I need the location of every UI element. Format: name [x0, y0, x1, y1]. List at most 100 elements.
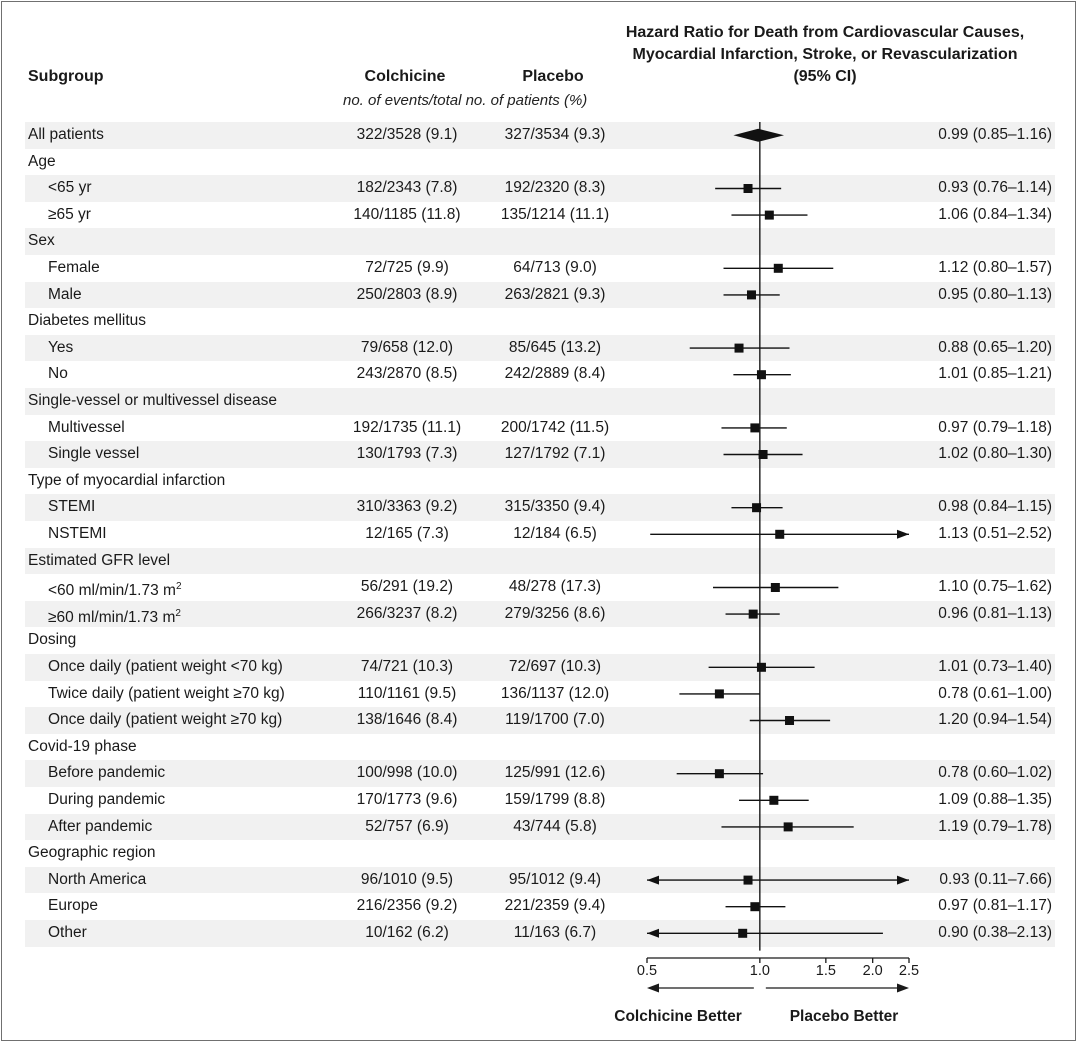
subgroup-label: Sex	[28, 232, 55, 250]
hazard-ratio-ci: 0.90 (0.38–2.13)	[938, 924, 1052, 941]
point-estimate	[756, 370, 766, 380]
subgroup-label: Other	[48, 924, 87, 941]
point-estimate	[750, 902, 760, 912]
colchicine-events: 216/2356 (9.2)	[356, 897, 458, 915]
placebo-events: 12/184 (6.5)	[513, 525, 597, 542]
colchicine-events: 100/998 (10.0)	[356, 764, 458, 782]
point-estimate	[738, 928, 748, 938]
placebo-events: 200/1742 (11.5)	[500, 418, 610, 436]
placebo-events: 127/1792 (7.1)	[504, 445, 606, 463]
colchicine-events: 72/725 (9.9)	[365, 259, 449, 276]
hazard-ratio-ci: 0.78 (0.61–1.00)	[938, 684, 1052, 702]
subgroup-label: Dosing	[28, 631, 77, 649]
superscript: 2	[175, 581, 182, 593]
subgroup-label: Europe	[48, 897, 98, 915]
colchicine-events: 310/3363 (9.2)	[356, 498, 458, 516]
colchicine-events: 74/721 (10.3)	[360, 658, 454, 675]
table-row: All patients 322/3528 (9.1) 327/3534 (9.3)…	[25, 122, 1055, 149]
units-subheader: no. of events/total no. of patients (%)	[343, 92, 588, 109]
colchicine-events: 79/658 (12.0)	[360, 338, 454, 356]
hazard-ratio-ci: 0.93 (0.76–1.14)	[938, 179, 1052, 197]
colchicine-events: 52/757 (6.9)	[365, 817, 449, 835]
point-estimate	[748, 609, 758, 619]
colchicine-events: 140/1185 (11.8)	[353, 205, 461, 223]
colchicine-events: 96/1010 (9.5)	[360, 870, 454, 888]
hazard-ratio-ci: 0.95 (0.80–1.13)	[938, 285, 1052, 303]
point-estimate	[783, 822, 793, 832]
placebo-events: 119/1700 (7.0)	[505, 711, 605, 729]
subgroup-header: Subgroup	[28, 68, 104, 85]
table-row: Other 10/162 (6.2) 11/163 (6.7) 0.90 (0.38–…	[25, 920, 1055, 947]
subgroup-label: <60 ml/min/1.73 m2	[48, 581, 182, 600]
placebo-events: 279/3256 (8.6)	[504, 604, 606, 622]
placebo-events: 242/2889 (8.4)	[504, 365, 606, 383]
placebo-events: 48/278 (17.3)	[508, 578, 602, 596]
placebo-events: 159/1799 (8.8)	[504, 791, 606, 808]
table-row: <65 yr 182/2343 (7.8) 192/2320 (8.3) 0.93 (…	[25, 175, 1055, 202]
subgroup-label: ≥60 ml/min/1.73 m2	[48, 607, 181, 626]
hazard-ratio-ci: 0.96 (0.81–1.13)	[938, 604, 1052, 622]
subgroup-label: Twice daily (patient weight ≥70 kg)	[48, 684, 285, 702]
point-estimate	[743, 184, 753, 193]
subgroup-label: NSTEMI	[48, 525, 107, 542]
overall-diamond	[733, 128, 784, 142]
ci-arrow-left	[647, 928, 659, 938]
hazard-ratio-ci: 1.20 (0.94–1.54)	[938, 711, 1052, 729]
ci-arrow-left	[647, 875, 659, 885]
plot-title-line: Myocardial Infarction, Stroke, or Revasc…	[632, 46, 1018, 63]
subgroup-label: ≥65 yr	[48, 205, 91, 223]
group-header-row: Age	[25, 148, 1055, 176]
hazard-ratio-ci: 1.13 (0.51–2.52)	[938, 525, 1052, 542]
table-row: ≥60 ml/min/1.73 m2 266/3237 (8.2) 279/3256…	[25, 600, 1055, 628]
subgroup-label: During pandemic	[48, 791, 166, 808]
hazard-ratio-ci: 1.01 (0.73–1.40)	[938, 658, 1052, 675]
hazard-ratio-ci: 1.06 (0.84–1.34)	[938, 205, 1052, 223]
point-estimate	[746, 290, 756, 300]
subgroup-label: Once daily (patient weight <70 kg)	[48, 658, 283, 675]
colchicine-events: 182/2343 (7.8)	[356, 179, 458, 197]
table-row: STEMI 310/3363 (9.2) 315/3350 (9.4) 0.98 (0…	[25, 494, 1055, 521]
plot-title: Hazard Ratio for Death from Cardiovascul…	[600, 22, 1050, 88]
placebo-events: 43/744 (5.8)	[513, 817, 597, 835]
subgroup-label: STEMI	[48, 498, 96, 516]
subgroup-label: Once daily (patient weight ≥70 kg)	[48, 711, 283, 729]
colchicine-events: 322/3528 (9.1)	[356, 126, 458, 143]
colchicine-events: 56/291 (19.2)	[360, 578, 454, 596]
placebo-events: 192/2320 (8.3)	[504, 179, 606, 197]
placebo-events: 135/1214 (11.1)	[500, 205, 610, 223]
colchicine-events: 250/2803 (8.9)	[356, 285, 458, 303]
colchicine-events: 192/1735 (11.1)	[352, 418, 462, 436]
colchicine-events: 170/1773 (9.6)	[356, 791, 458, 808]
hazard-ratio-ci: 1.01 (0.85–1.21)	[938, 365, 1052, 383]
placebo-better-arrowhead	[897, 983, 909, 993]
point-estimate	[785, 716, 795, 725]
table-row: Female 72/725 (9.9) 64/713 (9.0) 1.12 (0.80…	[25, 255, 1055, 282]
x-tick-label: 0.5	[637, 963, 657, 979]
placebo-events: 95/1012 (9.4)	[508, 870, 602, 888]
point-estimate	[752, 503, 762, 513]
subgroup-label: Diabetes mellitus	[28, 312, 147, 330]
table-row: After pandemic 52/757 (6.9) 43/744 (5.8) 1.…	[25, 813, 1055, 841]
subgroup-label: North America	[48, 870, 147, 888]
colchicine-events: 266/3237 (8.2)	[356, 604, 458, 622]
superscript: 2	[175, 607, 181, 619]
x-tick-label: 2.5	[899, 963, 919, 979]
placebo-events: 263/2821 (9.3)	[504, 285, 606, 303]
hazard-ratio-ci: 1.12 (0.80–1.57)	[938, 259, 1052, 276]
hazard-ratio-ci: 0.97 (0.79–1.18)	[938, 418, 1052, 436]
group-header-row: Single-vessel or multivessel disease	[25, 388, 1055, 415]
colchicine-events: 12/165 (7.3)	[365, 525, 449, 542]
hazard-ratio-ci: 0.88 (0.65–1.20)	[938, 338, 1052, 356]
hazard-ratio-ci: 0.99 (0.85–1.16)	[938, 126, 1052, 143]
subgroup-label: Female	[48, 259, 100, 276]
placebo-events: 85/645 (13.2)	[508, 338, 602, 356]
group-header-row: Diabetes mellitus	[25, 308, 1055, 335]
x-tick-label: 2.0	[863, 963, 883, 979]
colchicine-header: Colchicine	[364, 68, 446, 85]
placebo-events: 125/991 (12.6)	[504, 764, 606, 782]
point-estimate	[743, 875, 753, 885]
subgroup-label: <65 yr	[48, 179, 92, 197]
colchicine-events: 110/1161 (9.5)	[357, 684, 457, 702]
table-row: Once daily (patient weight <70 kg) 74/721…	[25, 654, 1055, 681]
group-header-row: Geographic region	[25, 840, 1055, 867]
